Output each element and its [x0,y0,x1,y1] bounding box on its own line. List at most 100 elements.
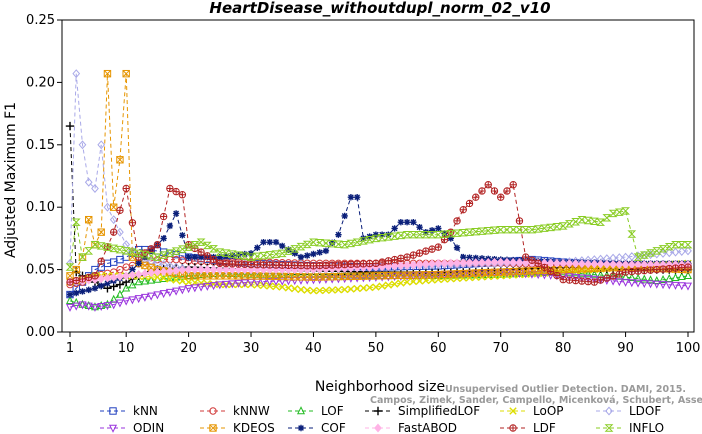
data-point [427,230,437,239]
legend-item-ldof: LDOF [596,404,661,418]
data-point [435,225,442,232]
legend-label: kNN [133,404,158,418]
data-point [646,275,655,284]
data-point [416,223,423,231]
data-point [103,299,112,308]
data-point [265,251,275,259]
data-point [671,273,680,282]
data-point [122,240,131,250]
data-point [558,222,568,230]
data-point [403,218,411,226]
data-point [372,283,380,291]
data-point [284,261,293,270]
data-point [290,245,300,253]
data-point [359,284,368,292]
data-point [247,250,255,257]
data-point [671,240,680,249]
data-point [209,265,218,275]
data-point [509,257,518,267]
watermark-line-1: Unsupervised Outlier Detection. DAMI, 20… [445,384,686,395]
data-point [403,278,411,286]
data-point [628,267,636,276]
series-fastabod [66,257,692,287]
data-point [153,291,162,300]
y-axis: 0.00 0.05 0.10 0.15 0.20 0.25 [26,13,62,340]
data-point [140,250,150,259]
data-point [615,271,624,280]
data-point [309,287,318,295]
data-point [272,238,280,246]
y-tick-label: 0.10 [26,200,55,215]
data-point [177,245,187,253]
data-point [241,250,248,258]
data-point [515,258,524,267]
data-point [334,240,343,248]
data-point [677,240,687,249]
data-point [408,230,418,239]
data-point [297,261,305,270]
data-point [390,261,399,271]
data-point [109,258,118,266]
y-tick-label: 0.05 [26,263,55,278]
data-point [584,259,592,269]
data-point [247,260,255,269]
data-point [621,278,630,287]
data-point [184,265,193,275]
data-point [122,69,130,78]
data-point [103,273,112,283]
data-point [359,260,368,268]
data-point [72,297,81,306]
data-point [347,194,355,201]
data-point [153,258,162,268]
data-point [496,225,506,234]
data-point [347,285,355,293]
data-point [227,250,237,258]
data-point [515,270,524,279]
data-point [90,303,99,312]
data-point [185,253,192,261]
data-point [659,265,667,273]
data-point [152,253,162,261]
data-point [254,244,261,251]
data-point [122,184,130,193]
data-point [153,273,162,281]
data-point [546,223,556,232]
data-point [602,259,611,269]
data-point [147,275,156,284]
x-tick-label: 60 [430,341,447,356]
data-point [103,302,112,311]
data-point [265,278,274,287]
data-point [91,285,99,292]
data-point [116,206,124,215]
series-ldf [66,181,692,286]
data-point [116,255,124,264]
data-point [209,245,218,253]
data-point [72,69,81,79]
data-point [65,263,75,271]
data-point [684,263,692,271]
data-point [639,251,649,259]
data-point [365,270,374,279]
data-point [602,214,612,222]
data-point [147,256,156,266]
data-point [634,273,643,282]
data-point [659,275,668,284]
data-point [103,202,112,212]
data-point [327,239,337,248]
data-point [472,193,480,201]
data-point [396,231,406,240]
data-point [472,254,479,262]
data-point [584,269,593,278]
data-point [665,264,673,273]
data-point [652,247,662,255]
data-point [521,253,530,261]
data-point [371,234,381,243]
data-point [684,246,692,256]
data-point [328,261,336,269]
data-point [215,265,224,275]
data-point [433,230,443,239]
data-point [415,230,424,239]
data-point [66,278,74,286]
data-point [284,247,293,255]
data-point [428,227,436,234]
